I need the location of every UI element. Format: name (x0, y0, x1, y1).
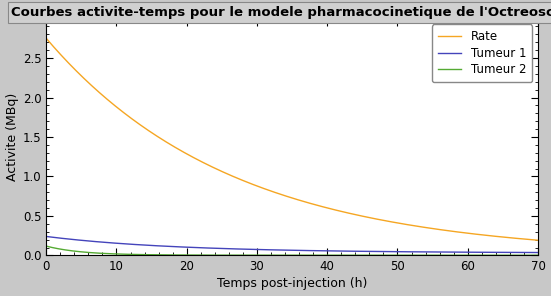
Tumeur 1 (472, 250, 479, 254)
Tumeur 1 (231, 247, 238, 251)
Tumeur 2 (43, 244, 50, 248)
Tumeur 2 (534, 253, 541, 257)
Rate (472, 232, 479, 236)
Tumeur 2 (472, 253, 479, 257)
Tumeur 2 (128, 252, 135, 256)
Tumeur 1 (128, 242, 135, 246)
Line: Tumeur 1: Tumeur 1 (46, 237, 538, 252)
Tumeur 2 (525, 253, 532, 257)
Rate (99, 93, 106, 97)
X-axis label: Temps post-injection (h): Temps post-injection (h) (217, 277, 368, 290)
Tumeur 1 (99, 240, 106, 244)
Title: Courbes activite-temps pour le modele pharmacocinetique de l'Octreoscan: Courbes activite-temps pour le modele ph… (12, 6, 551, 19)
Tumeur 2 (231, 253, 238, 257)
Rate (43, 36, 50, 40)
Tumeur 2 (99, 252, 106, 255)
Tumeur 1 (253, 248, 260, 251)
Tumeur 1 (534, 251, 541, 254)
Tumeur 1 (525, 251, 532, 254)
Rate (525, 238, 532, 241)
Rate (253, 184, 260, 187)
Line: Rate: Rate (46, 38, 538, 240)
Rate (534, 239, 541, 242)
Rate (231, 175, 238, 179)
Rate (128, 117, 135, 120)
Tumeur 2 (253, 253, 260, 257)
Tumeur 1 (43, 235, 50, 238)
Line: Tumeur 2: Tumeur 2 (46, 246, 538, 255)
Legend: Rate, Tumeur 1, Tumeur 2: Rate, Tumeur 1, Tumeur 2 (432, 25, 532, 82)
Y-axis label: Activite (MBq): Activite (MBq) (6, 93, 19, 181)
